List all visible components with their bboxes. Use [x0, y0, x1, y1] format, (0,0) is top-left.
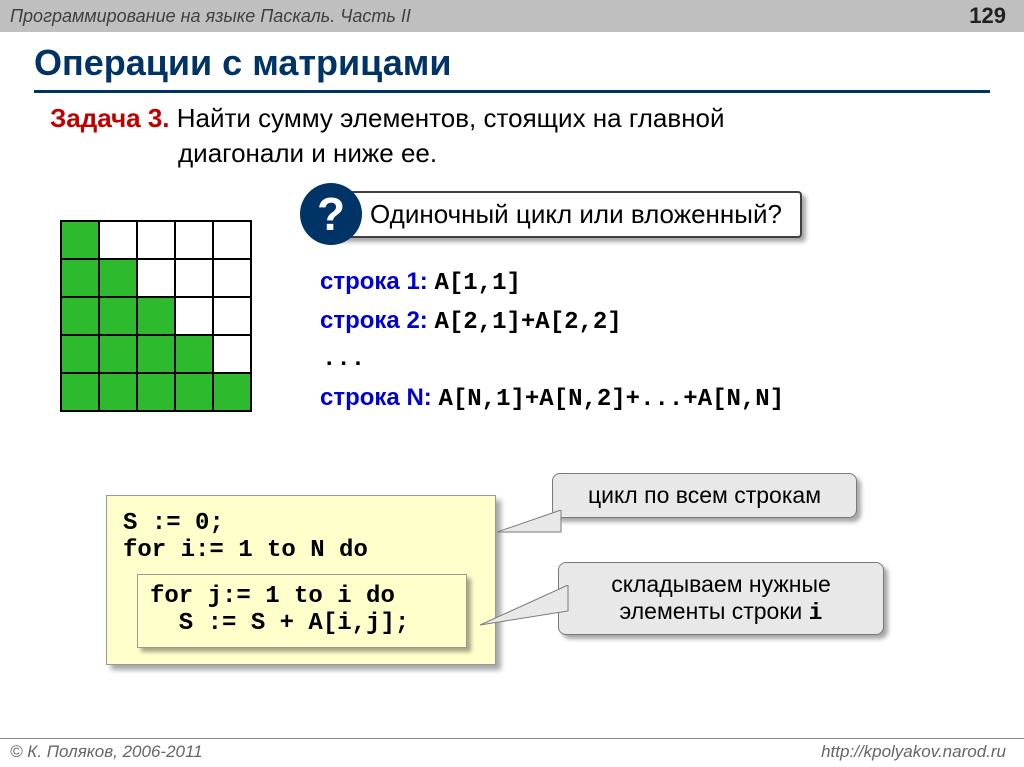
header-bar: Программирование на языке Паскаль. Часть…: [0, 0, 1024, 32]
task-text: Задача 3. Найти сумму элементов, стоящих…: [0, 101, 1024, 171]
callout2-line2: элементы строки: [620, 598, 809, 624]
matrix-diagram: [60, 220, 252, 412]
code-block-outer: S := 0; for i:= 1 to N do for j:= 1 to i…: [106, 495, 496, 665]
footer-url: http://kpolyakov.narod.ru: [821, 742, 1006, 762]
callout2-tail: [480, 585, 580, 635]
matrix-cell: [213, 221, 251, 259]
matrix-cell: [213, 373, 251, 411]
question-icon: ?: [300, 183, 362, 245]
matrix-cell: [137, 259, 175, 297]
rowN-label: строка N:: [320, 384, 432, 411]
callout-loop-rows: цикл по всем строкам: [552, 473, 857, 518]
matrix-cell: [61, 259, 99, 297]
row1-label: строка 1:: [320, 268, 428, 295]
matrix-cell: [137, 373, 175, 411]
copyright: © К. Поляков, 2006-2011: [10, 742, 203, 762]
row-breakdown: строка 1: A[1,1] строка 2: A[2,1]+A[2,2]…: [320, 263, 784, 418]
matrix-cell: [137, 297, 175, 335]
matrix-cell: [99, 297, 137, 335]
matrix-cell: [61, 221, 99, 259]
callout2-i: i: [809, 600, 823, 626]
matrix-cell: [175, 335, 213, 373]
code-line3: for j:= 1 to i do: [150, 583, 454, 610]
matrix-cell: [99, 335, 137, 373]
task-label: Задача 3.: [50, 103, 170, 133]
matrix-cell: [137, 335, 175, 373]
row2-label: строка 2:: [320, 307, 428, 334]
code-line1: S := 0;: [123, 510, 479, 537]
footer: © К. Поляков, 2006-2011 http://kpolyakov…: [0, 738, 1024, 767]
matrix-cell: [99, 221, 137, 259]
row-dots: ...: [320, 341, 784, 378]
task-line1: Найти сумму элементов, стоящих на главно…: [170, 103, 725, 133]
callout-sum-elements: складываем нужные элементы строки i: [558, 562, 884, 635]
matrix-cell: [175, 297, 213, 335]
rowN-code: A[N,1]+A[N,2]+...+A[N,N]: [438, 386, 784, 413]
callout2-line1: складываем нужные: [611, 571, 831, 597]
course-title: Программирование на языке Паскаль. Часть…: [10, 6, 411, 27]
question-mark-icon: ?: [317, 187, 345, 241]
matrix-cell: [61, 297, 99, 335]
matrix-cell: [61, 335, 99, 373]
row1-code: A[1,1]: [434, 270, 520, 297]
matrix-cell: [137, 221, 175, 259]
matrix-cell: [213, 335, 251, 373]
callout1-tail: [497, 510, 577, 544]
page-number: 129: [969, 3, 1006, 29]
matrix-cell: [175, 259, 213, 297]
matrix-cell: [99, 259, 137, 297]
matrix-cell: [175, 373, 213, 411]
code-block-inner: for j:= 1 to i do S := S + A[i,j];: [137, 574, 467, 648]
task-line2: диагонали и ниже ее.: [50, 138, 437, 168]
matrix-cell: [213, 259, 251, 297]
matrix-cell: [213, 297, 251, 335]
matrix-cell: [61, 373, 99, 411]
page-title: Операции с матрицами: [0, 32, 1024, 86]
title-rule: [34, 90, 990, 93]
code-line2: for i:= 1 to N do: [123, 537, 479, 564]
code-line4: S := S + A[i,j];: [150, 610, 454, 637]
question-text: Одиночный цикл или вложенный?: [334, 191, 802, 238]
question-block: ? Одиночный цикл или вложенный?: [300, 183, 802, 245]
matrix-cell: [175, 221, 213, 259]
row2-code: A[2,1]+A[2,2]: [434, 309, 621, 336]
matrix-cell: [99, 373, 137, 411]
